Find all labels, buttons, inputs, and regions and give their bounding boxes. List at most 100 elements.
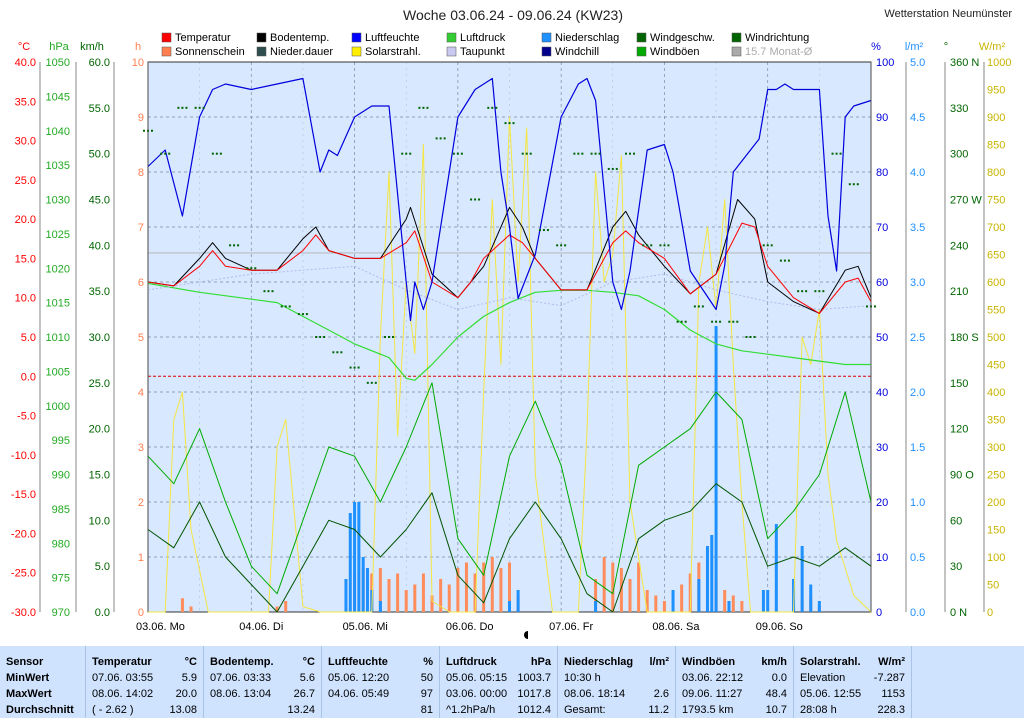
wind-direction-dot: [564, 244, 567, 247]
cell-value: 5.6: [299, 672, 315, 684]
x-axis-day-label: 09.06. So: [756, 621, 803, 633]
wind-direction-dot: [715, 320, 718, 323]
x-axis-day-label: 08.06. Sa: [652, 621, 700, 633]
axis-tick-solar: 800: [987, 167, 1005, 179]
axis-tick-wind: 10.0: [89, 515, 110, 527]
rain-bar: [710, 535, 714, 612]
cell-detail: 07.06. 03:33: [210, 672, 272, 684]
axis-tick-temp: -5.0: [17, 411, 36, 423]
cell-value: 81: [420, 704, 433, 716]
wind-direction-dot: [443, 137, 446, 140]
axis-tick-solar: 750: [987, 195, 1005, 207]
rain-bar: [766, 590, 770, 612]
axis-tick-solar: 950: [987, 85, 1005, 97]
axis-tick-solar: 300: [987, 442, 1005, 454]
axis-tick-sun: 6: [138, 277, 144, 289]
table-row-label: MinWert: [0, 670, 85, 686]
axis-tick-sun: 7: [138, 222, 144, 234]
wind-direction-dot: [508, 122, 511, 125]
sunshine-bar: [378, 568, 382, 612]
wind-direction-dot: [633, 152, 635, 155]
cell-detail: ^1.2hPa/h: [446, 704, 496, 716]
sunshine-bar: [387, 579, 391, 612]
cell-detail: Gesamt:: [564, 704, 606, 716]
table-header-row: Bodentemp. °C: [204, 654, 321, 670]
wind-direction-dot: [625, 152, 627, 155]
moon-phase-icon-light: [528, 631, 532, 639]
axis-tick-rain: 1.0: [910, 497, 925, 509]
axis-tick-dir: 90 O: [950, 470, 974, 482]
column-unit: l/m²: [649, 656, 669, 668]
axis-tick-dir: 300: [950, 149, 968, 161]
sunshine-bar: [619, 568, 623, 612]
axis-tick-rain: 1.5: [910, 442, 925, 454]
column-unit: %: [423, 656, 433, 668]
wind-direction-dot: [650, 244, 653, 247]
wind-direction-dot: [246, 267, 249, 270]
wind-direction-dot: [525, 152, 528, 155]
axis-tick-sun: 9: [138, 112, 144, 124]
axis-tick-solar: 350: [987, 415, 1005, 427]
wind-direction-dot: [801, 290, 804, 293]
cell-detail: 1793.5 km: [682, 704, 734, 716]
axis-tick-press: 1040: [46, 126, 70, 138]
wind-direction-dot: [607, 167, 610, 170]
axis-tick-sun: 3: [138, 442, 144, 454]
table-row: 08.06. 18:14 2.6: [558, 686, 675, 702]
wind-direction-dot: [839, 152, 842, 155]
column-header: Luftfeuchte: [328, 656, 388, 668]
axis-tick-hum: 100: [876, 57, 894, 69]
wind-direction-dot: [280, 305, 283, 308]
wind-direction-dot: [542, 229, 545, 232]
axis-tick-hum: 90: [876, 112, 888, 124]
legend-swatch: [636, 46, 647, 57]
wind-direction-dot: [305, 313, 308, 316]
sunshine-bar: [482, 562, 486, 612]
axis-tick-press: 995: [52, 435, 70, 447]
axis-tick-press: 1045: [46, 91, 70, 103]
rain-bar: [508, 601, 511, 612]
axis-tick-hum: 60: [876, 277, 888, 289]
cell-value: 20.0: [175, 688, 197, 700]
wind-direction-dot: [590, 152, 593, 155]
wind-direction-dot: [866, 305, 868, 308]
axis-tick-hum: 50: [876, 332, 888, 344]
axis-tick-solar: 150: [987, 525, 1005, 537]
sunshine-bar: [447, 584, 451, 612]
legend-label: Nieder.dauer: [270, 46, 333, 58]
axis-tick-temp: 40.0: [15, 57, 36, 69]
cell-detail: 05.06. 12:20: [328, 672, 390, 684]
cell-value: 1153: [881, 688, 905, 700]
cell-detail: 05.06. 05:15: [446, 672, 508, 684]
wind-direction-dot: [319, 336, 322, 338]
wind-direction-dot: [384, 336, 386, 338]
axis-tick-press: 1010: [46, 332, 70, 344]
wind-direction-dot: [611, 167, 614, 170]
table-row: 10:30 h: [558, 670, 675, 686]
axis-tick-hum: 10: [876, 552, 888, 564]
wind-direction-dot: [852, 183, 855, 186]
station-name: Wetterstation Neumünster: [884, 8, 1012, 20]
rain-bar: [353, 502, 357, 612]
sunshine-bar: [637, 562, 641, 612]
wind-direction-dot: [856, 183, 859, 186]
axis-tick-wind: 35.0: [89, 286, 110, 298]
wind-direction-dot: [529, 152, 532, 155]
axis-tick-rain: 3.0: [910, 277, 925, 289]
sensor-header: Sensor: [6, 656, 44, 668]
legend-label: 15.7 Monat-Ø: [745, 46, 813, 58]
sunshine-bar: [594, 579, 598, 612]
wind-direction-dot: [181, 106, 184, 109]
rain-bar: [727, 601, 731, 612]
sunshine-bar: [688, 573, 692, 612]
axis-tick-temp: 35.0: [15, 96, 36, 108]
legend-label: Luftfeuchte: [365, 32, 419, 44]
wind-direction-dot: [470, 198, 473, 201]
wind-direction-dot: [388, 336, 390, 338]
wind-direction-dot: [719, 320, 722, 323]
sunshine-bar: [275, 606, 279, 612]
cell-value: 5.9: [181, 672, 197, 684]
wind-direction-dot: [787, 259, 790, 262]
axis-tick-solar: 850: [987, 140, 1005, 152]
rain-bar: [761, 590, 765, 612]
